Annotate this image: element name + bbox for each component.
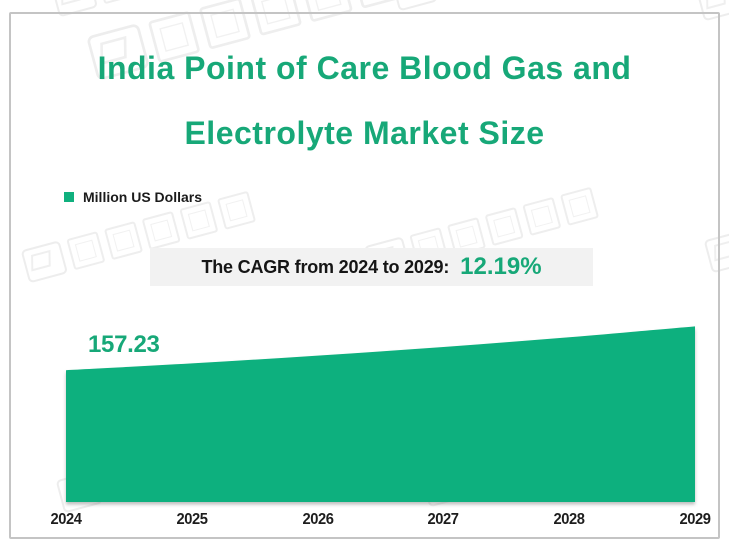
x-axis-label-2027: 2027 — [427, 511, 459, 528]
x-axis-label-2028: 2028 — [553, 511, 585, 528]
cagr-banner-text: The CAGR from 2024 to 2029: — [201, 256, 450, 277]
legend-swatch-icon — [64, 192, 74, 202]
x-axis-label-2025: 2025 — [176, 511, 208, 528]
x-axis-label-2024: 2024 — [50, 511, 82, 528]
cagr-banner-value: 12.19% — [460, 253, 542, 280]
legend: Million US Dollars — [64, 189, 202, 205]
legend-label: Million US Dollars — [83, 189, 203, 205]
data-label-2024: 157.23 — [88, 331, 160, 358]
cagr-banner: The CAGR from 2024 to 2029: 12.19% — [150, 248, 593, 286]
chart-title-line2: Electrolyte Market Size — [184, 115, 545, 151]
x-axis-label-2029: 2029 — [679, 511, 711, 528]
x-axis-label-2026: 2026 — [302, 511, 334, 528]
x-axis: 2024 2025 2026 2027 2028 2029 — [0, 511, 729, 531]
area-series-fill — [66, 326, 695, 502]
chart-title-line1: India Point of Care Blood Gas and — [97, 50, 632, 86]
chart-title: India Point of Care Blood Gas and Electr… — [0, 36, 729, 166]
